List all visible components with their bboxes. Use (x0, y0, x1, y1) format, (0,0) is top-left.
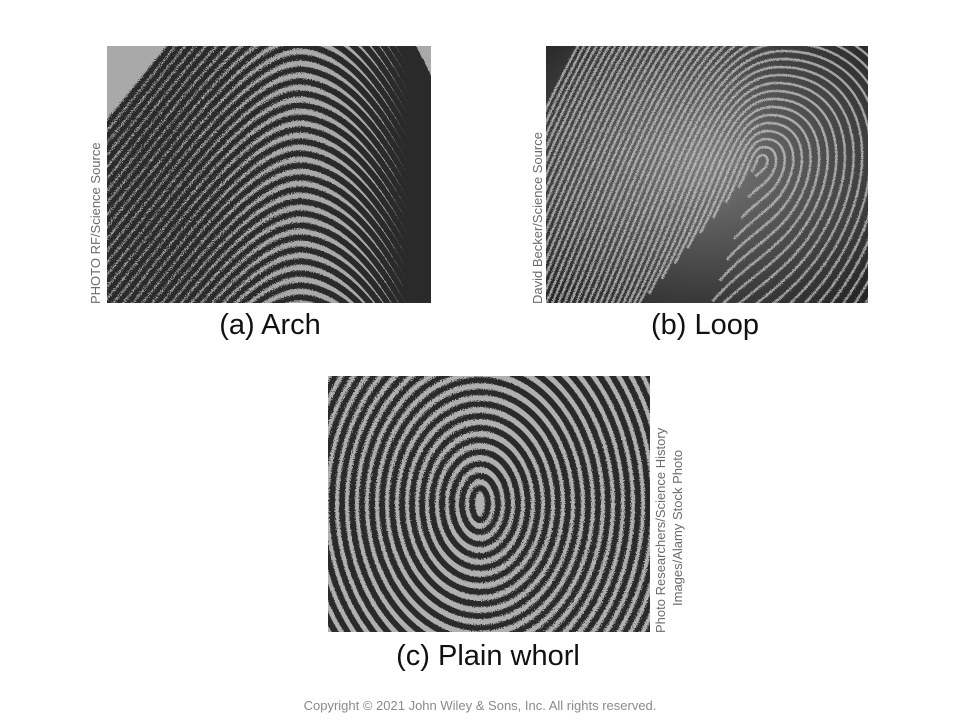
ridge-line (449, 461, 512, 547)
ridge-line (459, 473, 502, 535)
ridge-line (349, 376, 612, 632)
ridge-line (107, 46, 431, 154)
ridge-line (107, 46, 431, 214)
ridge-line (469, 485, 492, 523)
ridge-line (546, 46, 617, 192)
ridge-line (237, 270, 363, 303)
ridge-line (569, 46, 696, 303)
ridge-line (107, 46, 431, 130)
ridge-line (107, 78, 431, 274)
ridge-line (202, 234, 391, 303)
ridge-line (546, 46, 649, 264)
ridge-line (546, 46, 662, 293)
ridge-line (699, 121, 804, 261)
ridge-line (252, 282, 350, 303)
ridge-line (673, 105, 821, 303)
photo-credit-loop: David Becker/Science Source (530, 132, 545, 304)
ridge-line (551, 46, 675, 303)
ridge-line (575, 46, 703, 303)
ridge-line (750, 153, 769, 178)
ridge-line (604, 46, 868, 303)
ridge-line (616, 49, 868, 303)
ridge-line (143, 162, 431, 303)
ridge-line (546, 46, 630, 220)
ridge-line (107, 46, 431, 238)
ridge-line (409, 413, 552, 595)
ridge-line (162, 186, 419, 303)
ridge-line (329, 376, 632, 632)
fingerprint-arch-image (107, 46, 431, 303)
ridge-line (546, 46, 636, 235)
ridge-line (399, 401, 562, 607)
ridge-line (328, 376, 642, 632)
ridge-line (633, 73, 855, 303)
ridge-line (581, 46, 711, 303)
ridge-line (107, 114, 431, 303)
ridge-line (389, 389, 572, 619)
photo-credit-whorl-line2: Images/Alamy Stock Photo (670, 449, 685, 606)
ridge-line (107, 46, 431, 166)
ridge-line (647, 89, 838, 303)
ridge-line (627, 65, 864, 303)
ridge-line (114, 126, 431, 303)
ridge-line (107, 102, 431, 298)
ridge-line (546, 46, 655, 278)
ridge-line (737, 145, 778, 199)
ridge-line (563, 46, 689, 303)
caption-loop: (b) Loop (650, 309, 759, 341)
ridge-line (359, 376, 602, 632)
ridge-line (107, 46, 431, 226)
ridge-line (587, 46, 719, 303)
ridge-line (711, 129, 795, 240)
ridge-line (213, 246, 383, 303)
ridge-line (724, 137, 786, 219)
ridge-line (622, 57, 868, 303)
ridge-line (379, 377, 582, 631)
ridge-line (638, 81, 847, 303)
ridge-line (429, 437, 532, 571)
ridge-line (660, 97, 829, 303)
ridge-line (192, 222, 399, 303)
ridge-line (124, 138, 431, 303)
ridge-line (133, 150, 431, 303)
ridge-line (107, 46, 431, 178)
caption-whorl: (c) Plain whorl (396, 640, 580, 672)
ridge-line (107, 66, 431, 262)
ridge-line (107, 54, 431, 250)
ridge-line (546, 46, 668, 303)
ridge-line (339, 376, 622, 632)
ridge-line (686, 113, 812, 282)
photo-credit-whorl-line1: Photo Researchers/Science History (653, 427, 668, 633)
ridge-line (546, 46, 623, 206)
ridge-line (610, 46, 868, 303)
ridge-line (107, 90, 431, 286)
ridge-line (172, 198, 413, 303)
ridge-line (107, 46, 431, 202)
ridge-line (593, 46, 868, 303)
ridge-line (419, 425, 542, 583)
ridge-line (182, 210, 406, 303)
caption-arch: (a) Arch (219, 309, 321, 341)
ridge-line (546, 46, 642, 249)
photo-credit-arch: PHOTO RF/Science Source (88, 142, 103, 304)
ridge-line (107, 46, 431, 142)
ridge-line (599, 46, 868, 303)
copyright-notice: Copyright © 2021 John Wiley & Sons, Inc.… (303, 698, 657, 713)
ridge-line (107, 46, 431, 190)
ridge-line (153, 174, 425, 303)
ridge-line (225, 258, 374, 303)
ridge-line (369, 376, 592, 632)
ridge-line (328, 376, 650, 632)
ridge-line (439, 449, 522, 559)
ridge-line (557, 46, 682, 303)
ridge-line (270, 294, 332, 303)
fingerprint-whorl-image (328, 376, 650, 632)
fingerprint-loop-image (546, 46, 868, 303)
